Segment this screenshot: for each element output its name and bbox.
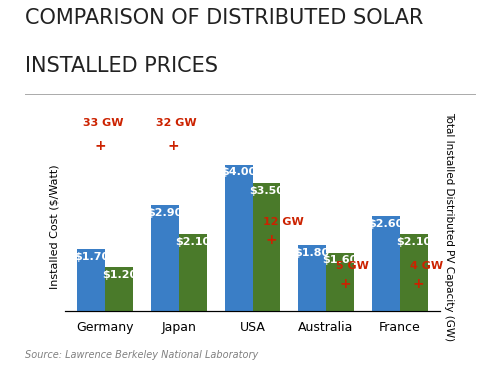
- Bar: [298, 245, 326, 311]
- Text: 4 GW: 4 GW: [410, 261, 443, 271]
- Bar: [400, 234, 427, 311]
- Text: 12 GW: 12 GW: [263, 217, 304, 227]
- Text: +: +: [413, 278, 424, 291]
- Text: $2.10: $2.10: [176, 237, 210, 247]
- Text: $1.70: $1.70: [74, 252, 109, 262]
- Text: 33 GW: 33 GW: [82, 117, 123, 128]
- Bar: [78, 249, 106, 311]
- Bar: [224, 165, 252, 311]
- Text: +: +: [340, 278, 351, 291]
- Text: +: +: [168, 139, 179, 153]
- Text: +: +: [266, 234, 278, 248]
- Bar: [151, 205, 179, 311]
- Text: INSTALLED PRICES: INSTALLED PRICES: [25, 56, 218, 76]
- Text: $2.10: $2.10: [396, 237, 431, 247]
- Text: $2.60: $2.60: [368, 219, 403, 229]
- Text: $1.80: $1.80: [294, 248, 330, 258]
- Y-axis label: Total Installed Distributed PV Capacity (GW): Total Installed Distributed PV Capacity …: [444, 112, 454, 341]
- Text: +: +: [94, 139, 106, 153]
- Text: 5 GW: 5 GW: [336, 261, 369, 271]
- Text: 32 GW: 32 GW: [156, 117, 197, 128]
- Text: Source: Lawrence Berkeley National Laboratory: Source: Lawrence Berkeley National Labor…: [25, 350, 258, 360]
- Text: $1.60: $1.60: [322, 255, 358, 266]
- Text: $2.90: $2.90: [148, 208, 182, 218]
- Text: $1.20: $1.20: [102, 270, 137, 280]
- Bar: [179, 234, 207, 311]
- Text: $4.00: $4.00: [221, 168, 256, 177]
- Text: $3.50: $3.50: [249, 186, 284, 196]
- Bar: [106, 267, 134, 311]
- Text: COMPARISON OF DISTRIBUTED SOLAR: COMPARISON OF DISTRIBUTED SOLAR: [25, 8, 423, 27]
- Bar: [372, 216, 400, 311]
- Y-axis label: Installed Cost ($/Watt): Installed Cost ($/Watt): [50, 165, 59, 289]
- Bar: [326, 252, 354, 311]
- Bar: [252, 183, 280, 311]
